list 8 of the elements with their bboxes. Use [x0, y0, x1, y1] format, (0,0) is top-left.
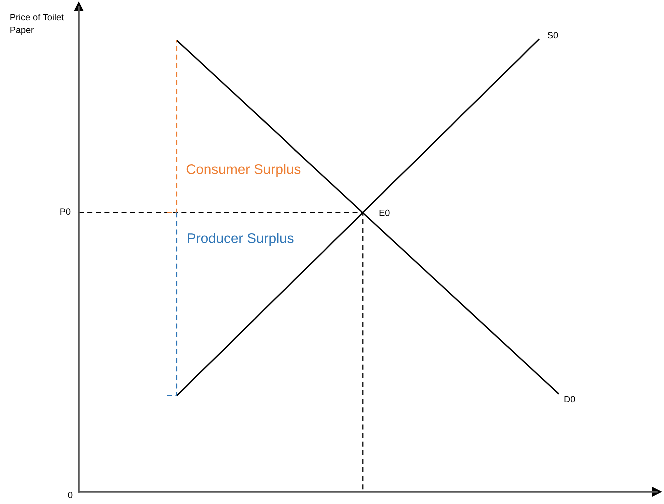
- series-label: S0: [548, 32, 558, 39]
- series-label: Consumer Surplus: [186, 164, 301, 178]
- series-label: Producer Surplus: [188, 233, 294, 246]
- text: 0: [68, 492, 73, 498]
- y-axis-title: Price of Toilet Paper: [10, 14, 64, 36]
- series-label: D0: [564, 396, 576, 403]
- series-label: P0: [60, 208, 71, 216]
- annotation: E0: [380, 210, 390, 216]
